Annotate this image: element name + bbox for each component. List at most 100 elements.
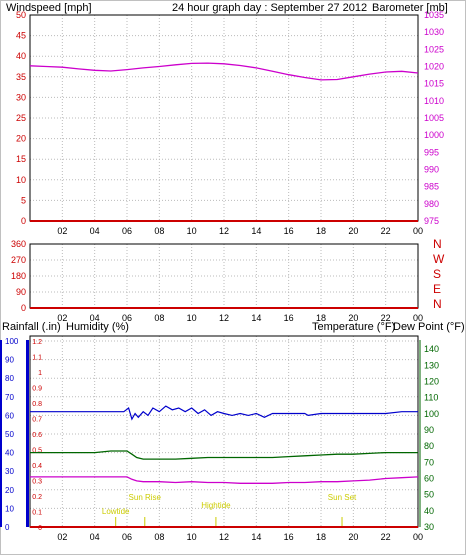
temperature-line	[30, 450, 418, 460]
top-panel: 0510152025303540455097598098599099510001…	[16, 10, 444, 236]
humidity-tick-label: 20	[5, 486, 14, 495]
bottom-x-tick-label: 12	[219, 532, 229, 542]
event-label: Lowtide	[102, 507, 130, 516]
barometer-tick-label: 985	[424, 182, 439, 192]
temperature-tick-label: 120	[424, 376, 439, 386]
bottom-panel: 010203040506070809010000.10.20.30.40.50.…	[0, 335, 439, 542]
rainfall-tick-label: 0	[38, 525, 42, 532]
rainfall-tick-label: 0.7	[32, 417, 42, 424]
top-x-tick-label: 02	[57, 226, 67, 236]
direction-x-tick-label: 12	[219, 313, 229, 323]
humidity-tick-label: 100	[5, 337, 19, 346]
windspeed-tick-label: 30	[16, 92, 26, 102]
humidity-tick-label: 60	[5, 411, 14, 420]
barometer-tick-label: 1025	[424, 44, 444, 54]
barometer-tick-label: 995	[424, 147, 439, 157]
windspeed-tick-label: 20	[16, 134, 26, 144]
chart-title: 24 hour graph day : September 27 2012	[172, 2, 367, 14]
windspeed-tick-label: 40	[16, 51, 26, 61]
top-x-tick-label: 22	[381, 226, 391, 236]
rainfall-tick-label: 0.4	[32, 463, 42, 470]
rainfall-tick-label: 0.8	[32, 401, 42, 408]
event-label: Sun Rise	[129, 493, 162, 502]
windspeed-tick-label: 45	[16, 31, 26, 41]
compass-label: N	[433, 237, 442, 251]
compass-label: W	[433, 252, 445, 266]
top-x-tick-label: 08	[154, 226, 164, 236]
barometer-tick-label: 1015	[424, 79, 444, 89]
rainfall-tick-label: 0.1	[32, 510, 42, 517]
humidity-tick-label: 40	[5, 449, 14, 458]
temperature-tick-label: 110	[424, 393, 438, 403]
humidity-axis-title: Humidity (%)	[66, 321, 129, 333]
direction-x-tick-label: 22	[381, 313, 391, 323]
event-label: Sun Set	[328, 493, 357, 502]
humidity-axis-bar	[26, 340, 29, 527]
barometer-tick-label: 1010	[424, 96, 444, 106]
bottom-x-tick-label: 02	[57, 532, 67, 542]
top-x-tick-label: 16	[284, 226, 294, 236]
top-x-tick-label: 12	[219, 226, 229, 236]
bottom-x-tick-label: 20	[348, 532, 358, 542]
windspeed-tick-label: 10	[16, 175, 26, 185]
direction-x-tick-label: 08	[154, 313, 164, 323]
bottom-x-tick-label: 18	[316, 532, 326, 542]
windspeed-tick-label: 35	[16, 72, 26, 82]
rainfall-tick-label: 0.3	[32, 479, 42, 486]
top-x-tick-label: 06	[122, 226, 132, 236]
barometer-line	[29, 62, 419, 81]
humidity-tick-label: 30	[5, 467, 14, 476]
rainfall-tick-label: 1.1	[32, 355, 42, 362]
rainfall-axis-title: Rainfall (.in)	[2, 321, 61, 333]
bottom-x-tick-label: 04	[90, 532, 100, 542]
barometer-axis-title: Barometer [mb]	[372, 2, 448, 14]
humidity-tick-label: 80	[5, 374, 14, 383]
windspeed-tick-label: 25	[16, 113, 26, 123]
direction-x-tick-label: 02	[57, 313, 67, 323]
top-x-tick-label: 20	[348, 226, 358, 236]
top-x-tick-label: 10	[187, 226, 197, 236]
top-x-tick-label: 18	[316, 226, 326, 236]
direction-x-tick-label: 00	[413, 313, 423, 323]
bottom-x-tick-label: 00	[413, 532, 423, 542]
temperature-tick-label: 70	[424, 457, 434, 467]
barometer-tick-label: 1020	[424, 62, 444, 72]
humidity-tick-label: 70	[5, 393, 14, 402]
direction-x-tick-label: 10	[187, 313, 197, 323]
temperature-tick-label: 100	[424, 409, 439, 419]
compass-label: N	[433, 297, 442, 311]
humidity-tick-label: 90	[5, 356, 14, 365]
barometer-tick-label: 1000	[424, 130, 444, 140]
dewpoint-line	[30, 476, 419, 484]
rainfall-tick-label: 1	[38, 370, 42, 377]
temperature-tick-label: 30	[424, 522, 434, 532]
temperature-tick-label: 140	[424, 344, 439, 354]
temperature-axis-title: Temperature (°F)	[312, 321, 395, 333]
bottom-x-tick-label: 14	[251, 532, 261, 542]
barometer-tick-label: 1030	[424, 27, 444, 37]
humidity-line	[30, 405, 418, 421]
rainfall-tick-label: 1.2	[32, 339, 42, 346]
temperature-tick-label: 60	[424, 473, 434, 483]
top-x-tick-label: 14	[251, 226, 261, 236]
bottom-x-tick-label: 08	[154, 532, 164, 542]
direction-tick-label: 0	[21, 303, 26, 313]
barometer-tick-label: 980	[424, 199, 439, 209]
compass-label: S	[433, 267, 441, 281]
dewpoint-axis-title: Dew Point (°F)	[393, 321, 465, 333]
rainfall-tick-label: 0.6	[32, 432, 42, 439]
bottom-x-tick-label: 06	[122, 532, 132, 542]
direction-tick-label: 180	[11, 271, 26, 281]
temperature-tick-label: 80	[424, 441, 434, 451]
direction-x-tick-label: 06	[122, 313, 132, 323]
direction-x-tick-label: 16	[284, 313, 294, 323]
humidity-tick-label: 10	[5, 504, 14, 513]
rainfall-tick-label: 0.5	[32, 448, 42, 455]
top-x-tick-label: 04	[90, 226, 100, 236]
bottom-x-tick-label: 22	[381, 532, 391, 542]
direction-x-tick-label: 04	[90, 313, 100, 323]
humidity-tick-label: 0	[5, 523, 10, 532]
direction-tick-label: 90	[16, 287, 26, 297]
